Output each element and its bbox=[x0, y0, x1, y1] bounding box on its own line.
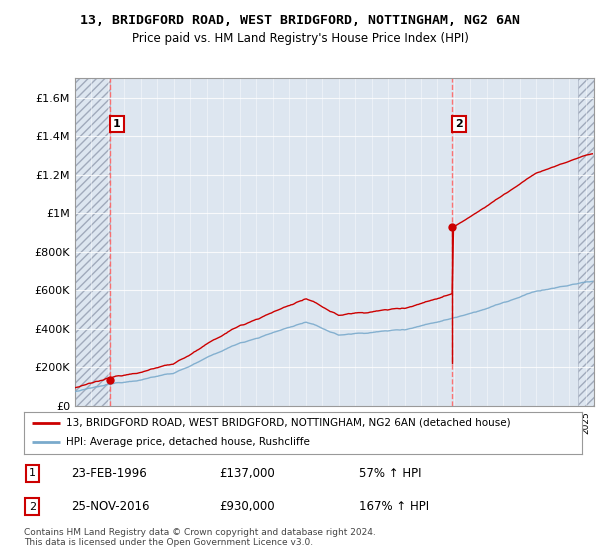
Text: 1: 1 bbox=[29, 468, 36, 478]
Text: 57% ↑ HPI: 57% ↑ HPI bbox=[359, 466, 421, 480]
Text: Price paid vs. HM Land Registry's House Price Index (HPI): Price paid vs. HM Land Registry's House … bbox=[131, 32, 469, 45]
Text: 25-NOV-2016: 25-NOV-2016 bbox=[71, 500, 150, 514]
Text: HPI: Average price, detached house, Rushcliffe: HPI: Average price, detached house, Rush… bbox=[66, 437, 310, 447]
Text: £930,000: £930,000 bbox=[220, 500, 275, 514]
Text: 13, BRIDGFORD ROAD, WEST BRIDGFORD, NOTTINGHAM, NG2 6AN: 13, BRIDGFORD ROAD, WEST BRIDGFORD, NOTT… bbox=[80, 14, 520, 27]
Text: 167% ↑ HPI: 167% ↑ HPI bbox=[359, 500, 429, 514]
Text: £137,000: £137,000 bbox=[220, 466, 275, 480]
Bar bbox=[75, 78, 110, 406]
Text: 2: 2 bbox=[455, 119, 463, 129]
Text: 13, BRIDGFORD ROAD, WEST BRIDGFORD, NOTTINGHAM, NG2 6AN (detached house): 13, BRIDGFORD ROAD, WEST BRIDGFORD, NOTT… bbox=[66, 418, 511, 428]
Text: 23-FEB-1996: 23-FEB-1996 bbox=[71, 466, 147, 480]
Bar bbox=[578, 78, 594, 406]
Text: 2: 2 bbox=[29, 502, 36, 512]
Text: 1: 1 bbox=[113, 119, 121, 129]
Text: Contains HM Land Registry data © Crown copyright and database right 2024.
This d: Contains HM Land Registry data © Crown c… bbox=[24, 528, 376, 547]
